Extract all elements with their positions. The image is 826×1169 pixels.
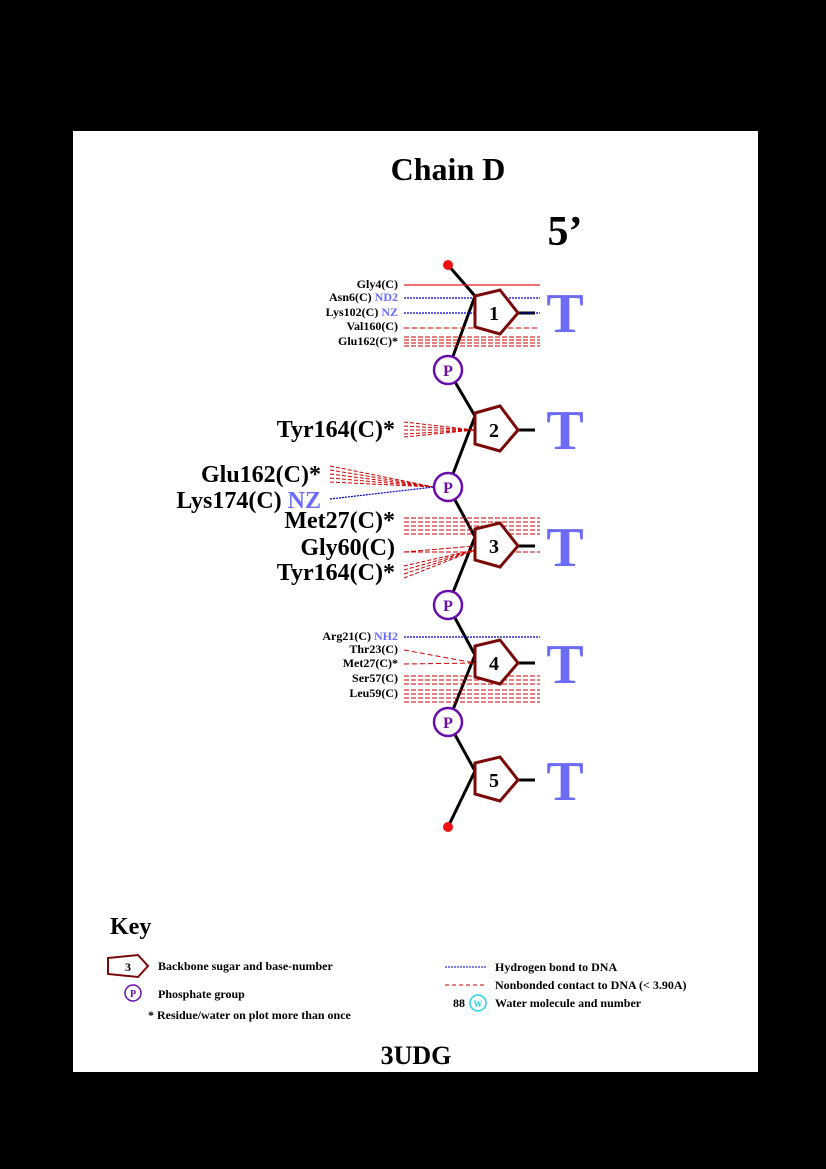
nonbonded-line-thr23 (403, 649, 476, 664)
residue-label-val160: Val160(C) (346, 319, 398, 333)
nonbonded-lines-tyr164-n3 (403, 548, 479, 579)
nonbonded-lines-ser57 (404, 675, 540, 685)
key-hbond-label: Hydrogen bond to DNA (495, 960, 617, 974)
key-sugar-label: Backbone sugar and base-number (158, 959, 333, 973)
key-multiple-label: * Residue/water on plot more than once (148, 1008, 352, 1022)
residue-label-tyr164: Tyr164(C)* (277, 417, 395, 443)
atom-label: NZ (288, 488, 321, 514)
residue-label-tyr164: Tyr164(C)* (277, 560, 395, 586)
residue-label-ser57: Ser57(C) (352, 671, 398, 685)
base-letter-1: T (546, 283, 583, 345)
nucplot-diagram: Chain D 5’ (107, 151, 687, 1070)
residue-label-met27: Met27(C)* (343, 656, 398, 670)
phosphate-label: P (443, 480, 453, 497)
nonbonded-lines-glu162-p (329, 465, 435, 488)
nonbonded-lines-leu59 (404, 689, 540, 703)
plot-sheet: Chain D 5’ (73, 131, 758, 1072)
phosphate-4: P (432, 706, 464, 738)
key-water-number: 88 (453, 996, 465, 1010)
sugar-key-icon (107, 953, 150, 979)
residue-label-met27: Met27(C)* (284, 508, 395, 534)
atom-label: NZ (381, 305, 398, 319)
five-prime-label: 5’ (548, 209, 583, 255)
phosphate-2: P (432, 471, 464, 503)
key-phosphate-label: Phosphate group (158, 987, 245, 1001)
nucleotide-number: 2 (489, 420, 499, 442)
nonbonded-lines-tyr164-n2 (403, 421, 476, 438)
sugar-nucleotide-5: 5 (473, 755, 520, 803)
nonbonded-line-met27-n4 (403, 662, 476, 665)
base-letter-5: T (546, 751, 583, 813)
atom-label: NH2 (374, 629, 398, 643)
phosphate-key-icon (124, 984, 142, 1002)
base-letter-2: T (546, 400, 583, 462)
key-heading: Key (110, 914, 151, 940)
key-legend: Key 3 Backbone sugar and base-number P P… (107, 914, 687, 1022)
water-key-letter: W (474, 999, 483, 1009)
base-letter-4: T (546, 634, 583, 696)
residue-label-lys174: Lys174(C) NZ (176, 488, 321, 514)
residue-label-thr23: Thr23(C) (349, 642, 398, 656)
chain-title: Chain D (391, 151, 506, 187)
key-nonbonded-label: Nonbonded contact to DNA (< 3.90A) (495, 978, 687, 992)
nonbonded-lines-glu162 (404, 336, 540, 347)
base-letter-3: T (546, 517, 583, 579)
phosphate-key-letter: P (130, 989, 136, 1000)
residue-label-asn6: Asn6(C) ND2 (329, 290, 398, 304)
residue-label-glu162: Glu162(C)* (338, 334, 398, 348)
phosphate-label: P (443, 598, 453, 615)
nucleotide-number: 3 (489, 536, 499, 558)
residue-label-gly60: Gly60(C) (300, 535, 395, 561)
sugar-key-number: 3 (125, 960, 131, 974)
residue-label-lys102: Lys102(C) NZ (326, 305, 398, 319)
nonbonded-lines-gly60 (403, 545, 540, 553)
backbone-end-dot (443, 260, 453, 270)
key-water-label: Water molecule and number (495, 996, 642, 1010)
nucleotide-number: 4 (489, 653, 499, 675)
residue-labels-n1: Gly4(C) Asn6(C) ND2 Lys102(C) NZ Val160(… (326, 277, 398, 348)
phosphate-label: P (443, 715, 453, 732)
pdb-code: 3UDG (381, 1041, 452, 1070)
atom-label: ND2 (375, 290, 398, 304)
backbone-end-dot (443, 822, 453, 832)
sugar-nucleotide-4: 4 (473, 638, 520, 686)
residue-label-leu59: Leu59(C) (349, 686, 398, 700)
water-key-icon (469, 994, 487, 1012)
nucleotide-number: 1 (489, 303, 499, 325)
residue-label-gly4: Gly4(C) (357, 277, 398, 291)
phosphate-3: P (432, 589, 464, 621)
sugar-nucleotide-3: 3 (473, 521, 520, 569)
hbond-line-lys174 (329, 486, 435, 500)
sugar-nucleotide-1: 1 (473, 288, 520, 336)
phosphate-label: P (443, 363, 453, 380)
residue-label-arg21: Arg21(C) NH2 (322, 629, 398, 643)
sugar-nucleotide-2: 2 (473, 404, 520, 453)
residue-label-glu162: Glu162(C)* (201, 462, 321, 488)
contacts-nucleotide-1 (404, 284, 540, 347)
phosphate-1: P (432, 354, 464, 386)
nonbonded-lines-met27-n3 (404, 517, 540, 535)
nucleotide-number: 5 (489, 770, 499, 792)
